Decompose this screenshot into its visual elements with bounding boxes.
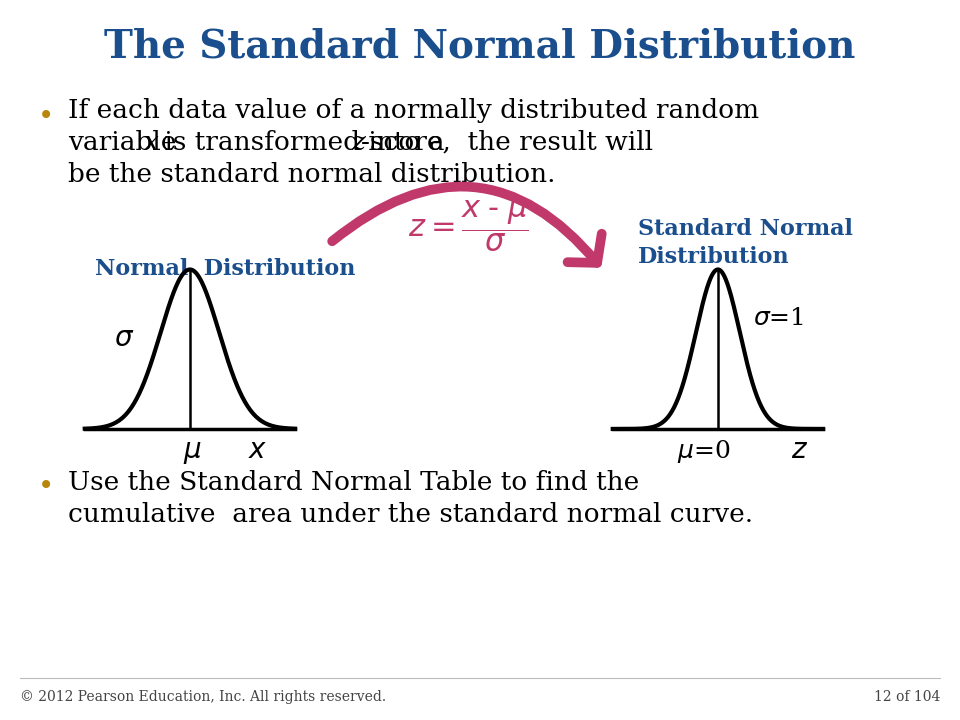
Text: -score,  the result will: -score, the result will <box>361 130 653 155</box>
Text: x: x <box>144 130 158 155</box>
Text: $x$: $x$ <box>249 436 268 464</box>
Text: be the standard normal distribution.: be the standard normal distribution. <box>68 162 556 187</box>
Text: •: • <box>38 102 55 130</box>
Text: $z = \dfrac{x\;\text{-}\;\mu}{\sigma}$: $z = \dfrac{x\;\text{-}\;\mu}{\sigma}$ <box>408 198 528 254</box>
Text: Normal  Distribution: Normal Distribution <box>95 258 355 280</box>
Text: Standard Normal
Distribution: Standard Normal Distribution <box>638 218 852 268</box>
Text: $\mu$=0: $\mu$=0 <box>677 438 731 464</box>
Text: If each data value of a normally distributed random: If each data value of a normally distrib… <box>68 98 759 123</box>
Text: The Standard Normal Distribution: The Standard Normal Distribution <box>105 27 855 65</box>
Text: z: z <box>351 130 365 155</box>
Text: 12 of 104: 12 of 104 <box>874 690 940 704</box>
Text: •: • <box>38 472 55 500</box>
Text: $z$: $z$ <box>791 436 808 464</box>
FancyArrowPatch shape <box>332 186 602 263</box>
Text: $\sigma$: $\sigma$ <box>114 325 134 352</box>
Text: $\mu$: $\mu$ <box>182 438 202 466</box>
Text: $\sigma$=1: $\sigma$=1 <box>753 307 804 330</box>
Text: variable: variable <box>68 130 184 155</box>
Text: © 2012 Pearson Education, Inc. All rights reserved.: © 2012 Pearson Education, Inc. All right… <box>20 690 386 704</box>
Text: cumulative  area under the standard normal curve.: cumulative area under the standard norma… <box>68 502 754 527</box>
Text: is transformed into a: is transformed into a <box>156 130 453 155</box>
Text: Use the Standard Normal Table to find the: Use the Standard Normal Table to find th… <box>68 470 639 495</box>
